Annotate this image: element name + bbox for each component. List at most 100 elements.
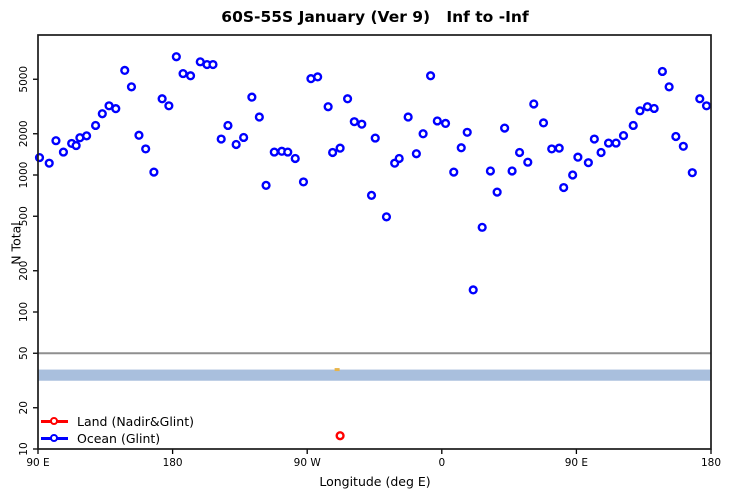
data-point-ocean (394, 153, 404, 164)
y-tick-label: 50 (18, 347, 30, 360)
data-point-ocean (178, 68, 188, 79)
y-tick-label: 200 (18, 261, 30, 281)
data-point-ocean (514, 147, 525, 158)
y-tick-label: 100 (18, 302, 30, 322)
data-point-ocean (618, 130, 629, 141)
chart-title: 60S-55S January (Ver 9) Inf to -Inf (221, 8, 529, 26)
x-tick-label: 90 E (26, 457, 49, 469)
data-point-ocean (462, 127, 472, 137)
data-point-ocean (603, 138, 614, 148)
data-point-ocean (298, 177, 309, 187)
data-point-ocean (111, 104, 121, 114)
data-point-ocean (568, 170, 578, 180)
data-point-ocean (425, 71, 436, 81)
data-point-ocean (635, 106, 645, 116)
y-tick-label: 10 (18, 442, 30, 455)
data-point-ocean (157, 94, 167, 104)
land-open-circle-icon (41, 417, 68, 426)
data-point-ocean (664, 82, 674, 92)
y-tick-label: 2000 (18, 120, 30, 147)
data-point-ocean (357, 119, 367, 129)
data-point-ocean (126, 82, 137, 92)
chart-legend: Land (Nadir&Glint) Ocean (Glint) (41, 413, 194, 447)
data-point-ocean (411, 149, 421, 159)
data-point-ocean (538, 118, 549, 128)
data-point-ocean (456, 143, 466, 153)
data-point-ocean (403, 112, 413, 122)
data-point-ocean (185, 71, 196, 81)
data-point-ocean (313, 72, 323, 82)
data-point-ocean (239, 132, 249, 143)
data-point-ocean (596, 147, 606, 158)
x-tick-label: 0 (438, 457, 445, 469)
data-point-ocean (97, 109, 107, 119)
reference-band (38, 369, 711, 381)
data-point-ocean (216, 134, 226, 144)
x-axis-title: Longitude (deg E) (319, 474, 431, 489)
data-point-ocean (141, 144, 151, 154)
data-point-ocean (678, 141, 688, 151)
data-point-ocean (366, 190, 377, 200)
data-point-ocean (583, 158, 593, 168)
data-point-ocean (90, 120, 101, 131)
data-point-ocean (559, 182, 569, 193)
legend-entry-land: Land (Nadir&Glint) (41, 413, 194, 430)
legend-label-land: Land (Nadir&Glint) (77, 414, 194, 429)
x-tick-label: 90 E (565, 457, 588, 469)
data-point-ocean (149, 167, 159, 177)
data-point-ocean (468, 285, 478, 295)
x-tick-label: 90 W (294, 457, 322, 469)
y-tick-label: 5000 (18, 66, 30, 93)
data-point-ocean (335, 143, 345, 153)
data-point-ocean (671, 131, 681, 142)
data-point-ocean (171, 52, 181, 62)
legend-label-ocean: Ocean (Glint) (77, 431, 161, 446)
data-point-ocean (500, 123, 510, 133)
x-tick-label: 180 (163, 457, 183, 469)
data-point-ocean (134, 130, 144, 140)
data-point-ocean (223, 120, 233, 131)
data-point-ocean (687, 168, 697, 178)
data-point-ocean (529, 99, 539, 109)
data-point-ocean (418, 129, 428, 139)
y-tick-label: 1000 (18, 162, 30, 189)
data-point-ocean (254, 112, 264, 122)
data-point-ocean (370, 133, 380, 143)
ocean-open-circle-icon (41, 434, 68, 443)
data-point-ocean (554, 143, 564, 153)
data-point-ocean (164, 101, 174, 111)
data-point-ocean (349, 117, 359, 127)
data-point-ocean (657, 66, 667, 77)
data-point-ocean (695, 94, 705, 104)
data-point-ocean (449, 167, 459, 177)
data-point-ocean (342, 94, 353, 104)
plot-border (37, 34, 712, 450)
data-point-ocean (589, 134, 599, 144)
y-tick-label: 500 (18, 206, 30, 226)
data-point-ocean (290, 153, 300, 164)
data-point-ocean (523, 157, 533, 167)
data-point-land (335, 431, 345, 441)
small-yellow-mark (334, 368, 340, 372)
data-point-ocean (269, 147, 279, 157)
data-point-ocean (507, 166, 517, 176)
data-point-ocean (701, 101, 712, 111)
data-point-ocean (261, 180, 271, 190)
data-point-ocean (492, 187, 502, 197)
data-point-ocean (611, 138, 621, 148)
data-point-ocean (381, 212, 392, 222)
data-point-ocean (547, 144, 557, 154)
data-point-ocean (247, 92, 257, 102)
data-point-ocean (34, 152, 45, 163)
data-point-ocean (82, 131, 92, 141)
legend-entry-ocean: Ocean (Glint) (41, 430, 194, 447)
data-point-ocean (440, 118, 451, 129)
data-point-ocean (432, 116, 442, 126)
data-point-ocean (283, 147, 293, 157)
data-point-ocean (231, 139, 241, 150)
data-point-ocean (628, 120, 638, 131)
data-point-ocean (58, 147, 69, 157)
data-point-ocean (477, 222, 487, 232)
